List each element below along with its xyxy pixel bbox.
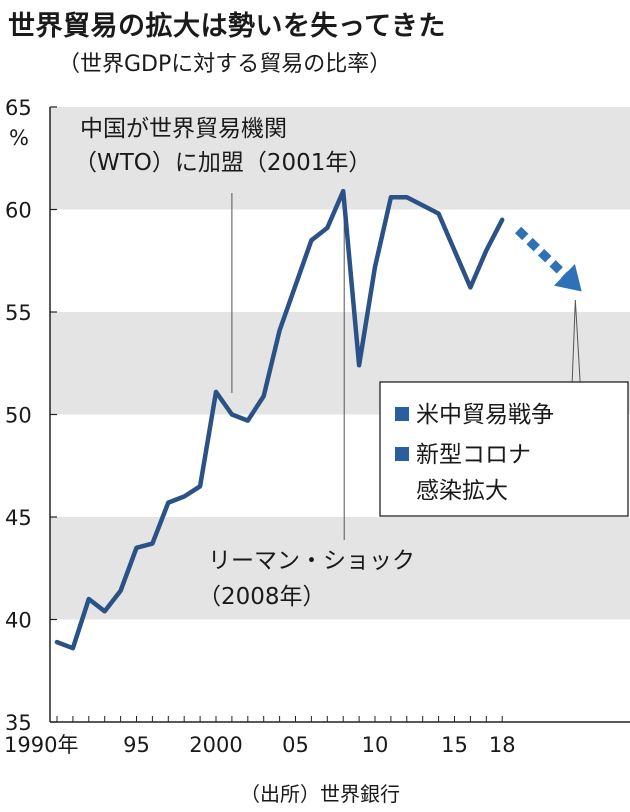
grid-band-0 <box>50 517 630 620</box>
y-tick-label-65: 65 <box>5 96 32 120</box>
projection-arrow-head <box>554 264 582 292</box>
projection-arrow-shaft <box>514 226 568 279</box>
grid-bands <box>50 107 630 620</box>
projection-arrow-group <box>514 226 582 292</box>
lehman-annotation-line1: リーマン・ショック <box>208 548 415 574</box>
source-note: （出所）世界銀行 <box>240 782 400 806</box>
chart-title: 世界貿易の拡大は勢いを失ってきた <box>8 11 446 42</box>
legend-item-covid-line1: 新型コロナ <box>416 442 531 468</box>
legend-item-trade-war: 米中貿易戦争 <box>416 402 554 428</box>
legend-marker-trade-war <box>395 407 409 421</box>
y-axis-unit: % <box>9 126 29 150</box>
series-group <box>54 188 505 651</box>
y-tick-label-50: 50 <box>5 404 32 428</box>
legend-item-covid-line2: 感染拡大 <box>416 478 508 504</box>
x-tick-label-15: 15 <box>441 733 468 757</box>
legend-callout-line <box>571 299 581 383</box>
y-tick-label-40: 40 <box>5 609 32 633</box>
legend-box <box>379 381 629 517</box>
lehman-annotation-line2: （2008年） <box>198 584 326 610</box>
chart-subtitle: （世界GDPに対する貿易の比率） <box>58 52 392 77</box>
x-tick-label-2000: 2000 <box>189 733 242 757</box>
y-tick-label-45: 45 <box>5 506 32 530</box>
axes: 35 40 45 50 55 60 65% 1990年 95 2000 05 10 15 18 <box>4 96 630 757</box>
x-tick-label-10: 10 <box>362 733 389 757</box>
legend-marker-covid <box>395 447 409 461</box>
wto-annotation-line2: （WTO）に加盟（2001年） <box>74 150 371 176</box>
wto-annotation-line1: 中国が世界貿易機関 <box>80 116 287 142</box>
x-tick-label-18: 18 <box>489 733 516 757</box>
series-line <box>54 188 505 651</box>
y-tick-label-35: 35 <box>5 711 32 735</box>
y-tick-label-60: 60 <box>5 199 32 223</box>
x-tick-label-05: 05 <box>282 733 309 757</box>
legend: 米中貿易戦争 新型コロナ 感染拡大 <box>379 381 629 517</box>
x-tick-label-1990年: 1990年 <box>4 733 78 757</box>
grid-band-2 <box>50 107 630 210</box>
x-tick-label-95: 95 <box>123 733 150 757</box>
y-tick-label-55: 55 <box>5 301 32 325</box>
event-callouts <box>231 191 581 540</box>
